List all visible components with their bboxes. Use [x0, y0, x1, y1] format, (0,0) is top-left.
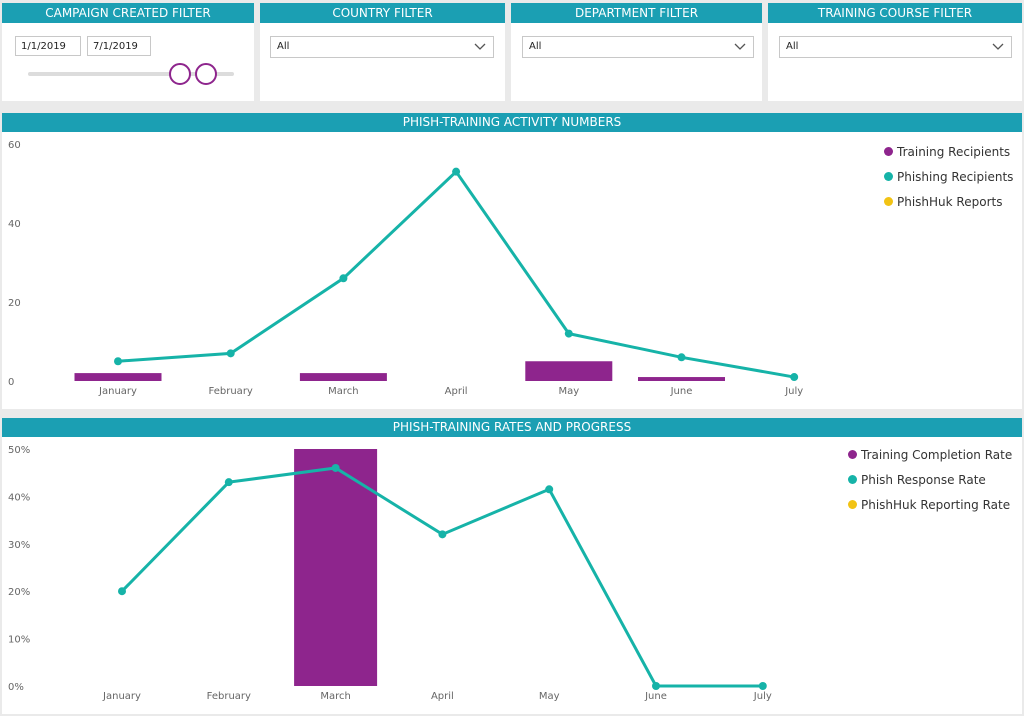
legend-phish-response-rate[interactable]: Phish Response Rate [848, 467, 1012, 492]
activity-chart-title: PHISH-TRAINING ACTIVITY NUMBERS [2, 113, 1022, 132]
legend-label: PhishHuk Reports [897, 194, 1003, 209]
line-point[interactable] [339, 274, 348, 283]
bar[interactable] [299, 373, 387, 381]
y-tick-label: 40 [8, 219, 21, 230]
y-tick-label: 0% [8, 682, 24, 693]
x-tick-label: April [445, 386, 468, 397]
line-point[interactable] [564, 329, 573, 338]
x-tick-label: May [558, 386, 579, 397]
y-tick-label: 40% [8, 492, 30, 503]
legend-swatch [884, 172, 893, 181]
line-point[interactable] [114, 357, 122, 366]
department-dropdown-value: All [529, 41, 542, 52]
y-tick-label: 20% [8, 587, 30, 598]
x-tick-label: July [784, 386, 803, 397]
x-tick-label: April [431, 691, 454, 702]
x-tick-label: February [209, 386, 253, 397]
line-point[interactable] [758, 682, 767, 690]
activity-legend: Training Recipients Phishing Recipients … [884, 139, 1013, 214]
line-point[interactable] [118, 587, 126, 596]
chevron-down-icon [992, 43, 1004, 50]
series-line [120, 466, 763, 688]
bar[interactable] [638, 377, 725, 381]
legend-label: Training Recipients [897, 144, 1011, 159]
country-dropdown-value: All [277, 41, 290, 52]
legend-swatch [848, 475, 857, 484]
line-point[interactable] [224, 478, 233, 487]
x-tick-label: March [320, 691, 350, 702]
line-point[interactable] [652, 682, 660, 690]
legend-label: Phishing Recipients [897, 169, 1014, 184]
x-tick-label: July [753, 691, 772, 702]
activity-numbers-chart: 0 20 40 60 January February March April May June J… [8, 140, 803, 397]
training-course-filter-title: TRAINING COURSE FILTER [768, 3, 1022, 23]
y-tick-label: 10% [8, 635, 30, 646]
legend-phishhuk-reports[interactable]: PhishHuk Reports [884, 189, 1013, 214]
line-point[interactable] [452, 167, 461, 176]
slider-end-handle[interactable] [195, 63, 217, 85]
x-tick-label: March [328, 386, 358, 397]
bar[interactable] [525, 361, 613, 381]
country-filter-title: COUNTRY FILTER [260, 3, 505, 23]
country-dropdown[interactable]: All [270, 36, 494, 58]
department-dropdown[interactable]: All [522, 36, 754, 58]
start-date-input[interactable]: 1/1/2019 [15, 36, 81, 56]
legend-training-completion-rate[interactable]: Training Completion Rate [848, 442, 1012, 467]
legend-training-recipients[interactable]: Training Recipients [884, 139, 1013, 164]
legend-swatch [848, 500, 857, 509]
x-tick-label: January [102, 691, 141, 702]
bar[interactable] [74, 373, 162, 381]
legend-phishhuk-reporting-rate[interactable]: PhishHuk Reporting Rate [848, 492, 1012, 517]
training-course-dropdown-value: All [786, 41, 799, 52]
chevron-down-icon [474, 43, 486, 50]
end-date-input[interactable]: 7/1/2019 [87, 36, 151, 56]
x-tick-label: January [98, 386, 137, 397]
line-point[interactable] [545, 485, 554, 494]
rates-chart-title: PHISH-TRAINING RATES AND PROGRESS [2, 418, 1022, 437]
y-tick-label: 30% [8, 540, 30, 551]
x-tick-label: June [670, 386, 693, 397]
chevron-down-icon [734, 43, 746, 50]
campaign-created-filter: CAMPAIGN CREATED FILTER 1/1/2019 7/1/201… [2, 3, 254, 101]
rates-progress-panel: PHISH-TRAINING RATES AND PROGRESS 0% 10% 2… [2, 418, 1022, 714]
date-range-slider-track[interactable] [28, 72, 234, 76]
legend-swatch [848, 450, 857, 459]
legend-label: Phish Response Rate [861, 472, 986, 487]
department-filter-title: DEPARTMENT FILTER [511, 3, 762, 23]
line-point[interactable] [226, 349, 235, 358]
x-tick-label: May [539, 691, 560, 702]
activity-numbers-panel: PHISH-TRAINING ACTIVITY NUMBERS 0 20 40 60 J… [2, 113, 1022, 409]
x-tick-label: June [644, 691, 667, 702]
bar[interactable] [294, 449, 378, 686]
line-point[interactable] [438, 530, 447, 539]
legend-swatch [884, 147, 893, 156]
legend-label: Training Completion Rate [861, 447, 1013, 462]
series-line [117, 169, 795, 379]
line-point[interactable] [790, 373, 799, 382]
slider-start-handle[interactable] [169, 63, 191, 85]
line-point[interactable] [331, 463, 340, 472]
x-tick-label: February [207, 691, 251, 702]
legend-swatch [884, 197, 893, 206]
rates-legend: Training Completion Rate Phish Response … [848, 442, 1012, 517]
campaign-filter-title: CAMPAIGN CREATED FILTER [2, 3, 254, 23]
y-tick-label: 0 [8, 377, 14, 388]
y-tick-label: 60 [8, 140, 21, 151]
rates-progress-chart: 0% 10% 20% 30% 40% 50% January February March Apr… [8, 445, 772, 702]
legend-label: PhishHuk Reporting Rate [861, 497, 1011, 512]
country-filter: COUNTRY FILTER All [260, 3, 505, 101]
y-tick-label: 20 [8, 298, 21, 309]
line-point[interactable] [677, 353, 686, 362]
training-course-dropdown[interactable]: All [779, 36, 1012, 58]
y-tick-label: 50% [8, 445, 30, 456]
department-filter: DEPARTMENT FILTER All [511, 3, 762, 101]
legend-phishing-recipients[interactable]: Phishing Recipients [884, 164, 1013, 189]
training-course-filter: TRAINING COURSE FILTER All [768, 3, 1022, 101]
